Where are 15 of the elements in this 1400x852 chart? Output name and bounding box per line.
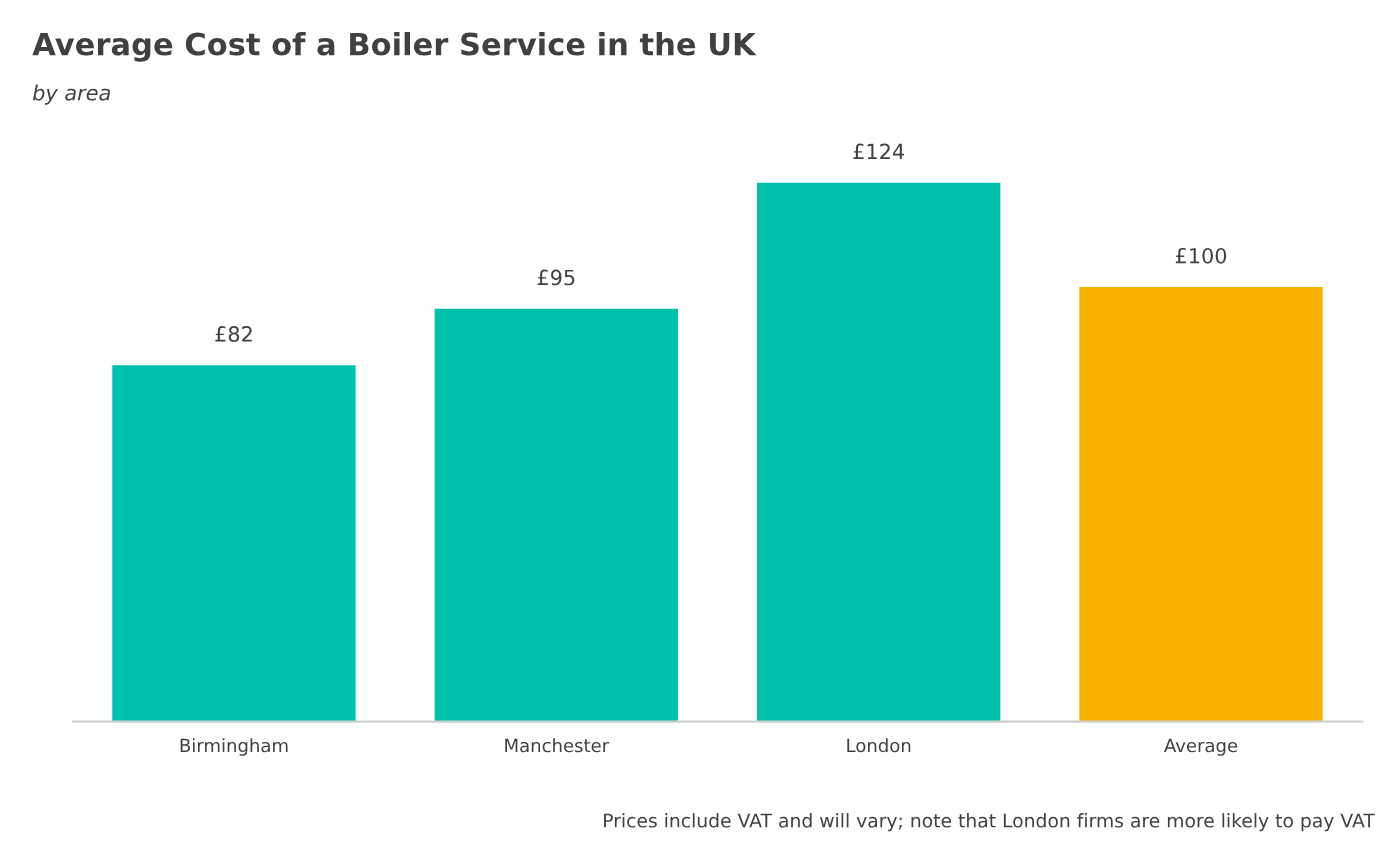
data-label: £82	[215, 326, 252, 342]
text: Prices include VAT and will vary; note that London firms are more likely to pay VAT	[604, 813, 1375, 832]
x-tick-label: Manchester	[505, 738, 610, 753]
chart-subtitle: by area	[32, 84, 110, 105]
chart-title: Average Cost of a Boiler Service in the UK	[32, 31, 757, 62]
data-label: £95	[537, 269, 575, 286]
data-label: £124	[853, 143, 905, 160]
bar	[756, 182, 1001, 722]
data-label: £100	[1175, 247, 1227, 264]
x-tick-label: Birmingham	[180, 738, 288, 756]
bar	[434, 308, 679, 722]
bar	[1079, 287, 1323, 722]
bar	[112, 365, 356, 722]
x-tick-label: London	[847, 738, 911, 753]
x-tick-label: Average	[1164, 738, 1238, 756]
